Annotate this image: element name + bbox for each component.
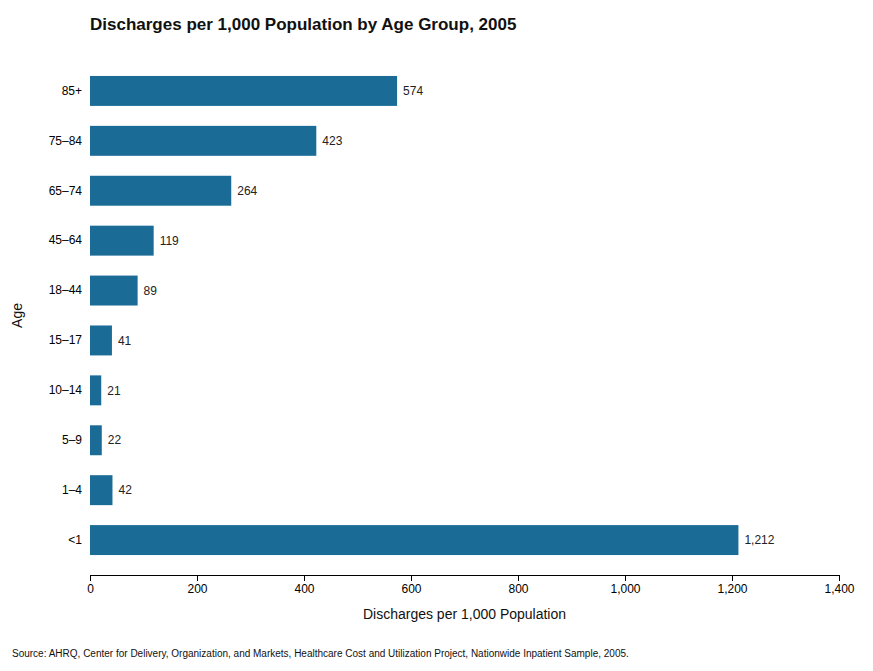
x-tick-mark — [839, 575, 840, 581]
data-labels: 574 423 264 119 89 41 21 22 42 1,212 — [107, 84, 775, 547]
x-tick-mark — [90, 575, 91, 581]
y-tick: <1 — [68, 533, 82, 547]
y-tick: 45–64 — [49, 233, 83, 247]
y-tick-label: 10–14 — [49, 383, 83, 397]
title: Discharges per 1,000 Population by Age G… — [90, 15, 516, 34]
x-tick: 200 — [187, 575, 207, 596]
x-tick-mark — [518, 575, 519, 581]
x-tick-mark — [732, 575, 733, 581]
y-tick-label: <1 — [68, 533, 82, 547]
y-tick: 10–14 — [49, 383, 83, 397]
x-tick: 1,400 — [824, 575, 854, 596]
x-tick-mark — [411, 575, 412, 581]
data-label: 1,212 — [744, 533, 774, 547]
x-tick-label: 1,400 — [824, 582, 854, 596]
y-tick-label: 75–84 — [49, 134, 83, 148]
bar — [90, 425, 102, 455]
y-axis: 85+ 75–84 65–74 45–64 18–44 15–17 10–14 5–9 1–4 <… — [49, 84, 83, 547]
bar — [90, 525, 738, 555]
y-tick: 85+ — [62, 84, 82, 98]
data-label: 119 — [160, 234, 179, 248]
x-tick-label: 200 — [187, 582, 207, 596]
bar — [90, 375, 101, 405]
y-tick-label: 1–4 — [62, 483, 82, 497]
y-tick-label: 15–17 — [49, 333, 83, 347]
x-tick-mark — [197, 575, 198, 581]
source: Source: AHRQ, Center for Delivery, Organ… — [12, 648, 629, 659]
y-tick-label: 5–9 — [62, 433, 82, 447]
bar — [90, 276, 138, 306]
bar — [90, 126, 316, 156]
x-axis-title: Discharges per 1,000 Population — [363, 606, 566, 622]
bar — [90, 475, 112, 505]
y-tick: 75–84 — [49, 134, 83, 148]
x-tick-label: 600 — [401, 582, 421, 596]
y-tick: 65–74 — [49, 184, 83, 198]
y-tick: 5–9 — [62, 433, 82, 447]
x-tick-mark — [625, 575, 626, 581]
bar — [90, 76, 397, 106]
data-label: 42 — [118, 483, 132, 497]
x-tick-mark — [304, 575, 305, 581]
x-tick: 400 — [294, 575, 314, 596]
chart: 0 200 400 600 800 1,000 1,200 1,400 85+ 75–84 65–7… — [0, 0, 873, 671]
x-tick: 800 — [508, 575, 528, 596]
plot: 0 200 400 600 800 1,000 1,200 1,400 85+ 75–84 65–7… — [49, 76, 855, 596]
data-label: 89 — [144, 284, 158, 298]
x-tick-label: 800 — [508, 582, 528, 596]
y-tick: 1–4 — [62, 483, 82, 497]
data-label: 574 — [403, 84, 423, 98]
bar — [90, 325, 112, 355]
x-tick-label: 1,000 — [610, 582, 640, 596]
data-label: 264 — [237, 184, 257, 198]
x-tick: 1,000 — [610, 575, 640, 596]
data-label: 423 — [322, 134, 342, 148]
x-axis-line — [91, 576, 840, 582]
x-tick-label: 400 — [294, 582, 314, 596]
data-label: 41 — [118, 334, 132, 348]
y-axis-title: Age — [9, 303, 25, 328]
y-tick-label: 65–74 — [49, 184, 83, 198]
bars — [90, 76, 738, 555]
x-tick: 600 — [401, 575, 421, 596]
x-tick-label: 0 — [87, 582, 94, 596]
y-tick-label: 45–64 — [49, 233, 83, 247]
y-tick: 15–17 — [49, 333, 83, 347]
x-tick: 1,200 — [717, 575, 747, 596]
bar — [90, 226, 154, 256]
y-tick-label: 18–44 — [49, 283, 83, 297]
data-label: 22 — [108, 433, 122, 447]
x-tick: 0 — [87, 575, 94, 596]
x-axis: 0 200 400 600 800 1,000 1,200 1,400 — [87, 575, 855, 596]
y-tick: 18–44 — [49, 283, 83, 297]
data-label: 21 — [107, 384, 121, 398]
bar — [90, 176, 231, 206]
y-tick-label: 85+ — [62, 84, 82, 98]
x-tick-label: 1,200 — [717, 582, 747, 596]
